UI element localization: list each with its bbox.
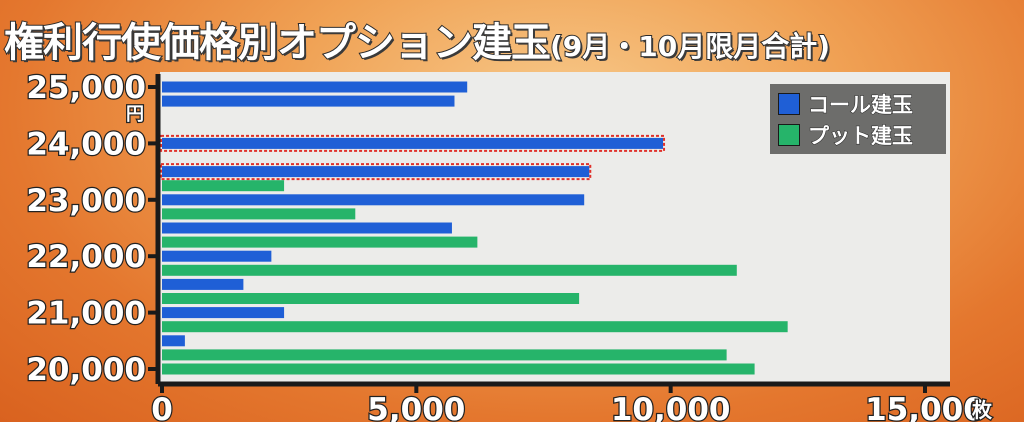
- x-tick-label-10000: 10,000: [611, 392, 731, 422]
- bar-put-23250: [162, 180, 285, 192]
- bar-call-24000: [162, 137, 664, 149]
- chart-title-sub: (9月・10月限月合計): [549, 29, 831, 64]
- legend-label-call: コール建玉: [808, 92, 914, 117]
- bar-call-21000: [162, 307, 285, 319]
- y-tick-label-23000: 23,000: [26, 183, 146, 219]
- bar-call-22500: [162, 222, 452, 234]
- y-tick-label-24000: 24,000: [26, 126, 146, 162]
- y-tick-label-20000: 20,000: [26, 352, 146, 388]
- legend-item-put: プット建玉: [778, 119, 946, 150]
- highlight-box-call-23500: [160, 163, 592, 181]
- legend-item-call: コール建玉: [778, 88, 946, 119]
- legend-swatch-put: [778, 123, 800, 146]
- bar-put-21250: [162, 293, 580, 304]
- bar-call-23000: [162, 194, 585, 206]
- legend-swatch-call: [778, 92, 800, 115]
- bar-call-24750: [162, 95, 455, 107]
- y-tick-label-22000: 22,000: [26, 239, 146, 275]
- y-tick-label-25000: 25,000: [26, 70, 146, 106]
- bar-put-21750: [162, 264, 737, 276]
- bar-call-21500: [162, 278, 244, 290]
- legend: コール建玉 プット建玉: [770, 84, 946, 154]
- bar-put-20250: [162, 349, 727, 361]
- bar-put-20000: [162, 363, 755, 375]
- y-tick-label-21000: 21,000: [26, 296, 146, 332]
- bar-call-20500: [162, 335, 185, 347]
- bar-put-22750: [162, 208, 356, 220]
- bar-put-22250: [162, 236, 478, 248]
- bar-put-20750: [162, 321, 788, 333]
- x-tick-label-15000: 15,000: [865, 392, 985, 422]
- bar-call-22000: [162, 250, 272, 262]
- chart-title: 権利行使価格別オプション建玉(9月・10月限月合計): [3, 10, 831, 68]
- highlight-box-call-24000: [160, 134, 666, 152]
- x-tick-label-0: 0: [151, 392, 173, 422]
- legend-label-put: プット建玉: [808, 123, 914, 148]
- y-unit-label: 円: [126, 104, 144, 125]
- bar-call-23500: [162, 166, 590, 178]
- x-tick-label-5000: 5,000: [367, 392, 465, 422]
- bar-call-25000: [162, 81, 468, 93]
- chart-title-main: 権利行使価格別オプション建玉: [3, 19, 552, 67]
- x-unit-label: 枚: [972, 398, 993, 422]
